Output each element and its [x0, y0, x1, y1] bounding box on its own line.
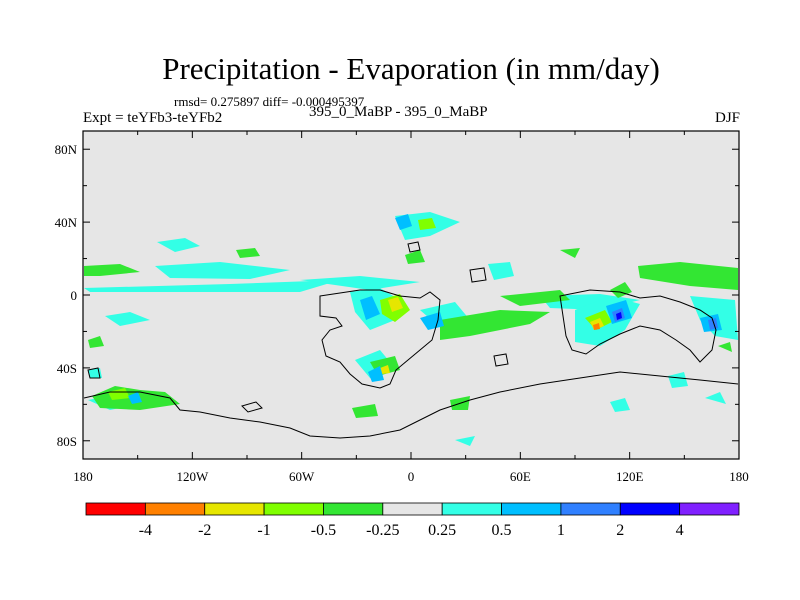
contour-negative-band: [236, 248, 260, 258]
contour-negative-band: [638, 262, 738, 290]
contour-negative-band: [593, 323, 600, 330]
contour-negative-band: [440, 310, 550, 340]
colorbar-label: 0.5: [492, 522, 512, 539]
y-tick-label: 80S: [57, 434, 77, 449]
x-tick-label: 120E: [616, 469, 644, 484]
contour-negative-band: [108, 388, 130, 400]
colorbar-label: -1: [257, 522, 270, 539]
x-tick-label: 180: [729, 469, 749, 484]
contour-positive-band: [455, 436, 475, 446]
stats-line: rmsd= 0.275897 diff= -0.000495397: [174, 94, 365, 109]
contour-positive-band: [105, 312, 150, 326]
colorbar-label: -4: [139, 522, 152, 539]
colorbar-swatch: [382, 502, 443, 516]
coastline-island: [87, 367, 101, 379]
contour-positive-band: [705, 392, 726, 404]
colorbar-swatch: [679, 502, 740, 516]
coastline-island: [493, 353, 509, 367]
contour-positive-band: [395, 214, 412, 230]
colorbar-label: 1: [557, 522, 565, 539]
contour-negative-band: [718, 342, 732, 352]
contour-negative-band: [88, 336, 104, 348]
colorbar-swatch: [441, 502, 502, 516]
colorbar-swatch: [323, 502, 384, 516]
contour-negative-band: [352, 404, 378, 418]
colorbar-label: 4: [676, 522, 684, 539]
contour-positive-band: [157, 238, 200, 252]
coastline-antarctica: [83, 371, 739, 439]
y-axis: 80S 40S 0 40N 80N: [55, 142, 739, 449]
x-tick-label: 0: [408, 469, 415, 484]
colorbar-swatch: [501, 502, 562, 516]
contour-positive-band: [668, 372, 688, 388]
y-tick-label: 0: [71, 288, 78, 303]
x-tick-label: 60E: [510, 469, 531, 484]
coastlines: [83, 241, 739, 439]
colorbar-label: -2: [198, 522, 211, 539]
colorbar: -4 -2 -1 -0.5 -0.25 0.25 0.5 1 2 4: [85, 502, 740, 539]
colorbar-swatch: [560, 502, 621, 516]
contour-negative-band: [560, 248, 580, 258]
contour-positive-band: [84, 280, 340, 292]
y-tick-label: 40N: [55, 215, 78, 230]
coastline-asia: [559, 289, 717, 363]
colorbar-swatch: [144, 502, 206, 516]
contour-fields: [84, 212, 738, 446]
coastline-island: [407, 241, 421, 253]
colorbar-label: 0.25: [428, 522, 456, 539]
colorbar-label: 2: [616, 522, 624, 539]
contour-positive-band: [360, 296, 380, 320]
contour-negative-band: [388, 297, 403, 312]
contour-positive-band: [155, 262, 290, 279]
contour-negative-band: [380, 365, 390, 374]
contour-negative-band: [84, 264, 140, 276]
experiment-label: Expt = teYFb3-teYFb2: [83, 110, 223, 126]
coastline-island: [241, 401, 263, 413]
x-tick-label: 180: [73, 469, 93, 484]
contour-positive-band: [300, 276, 420, 290]
colorbar-label: -0.5: [311, 522, 336, 539]
contour-positive-band: [610, 398, 630, 412]
contour-positive-band: [488, 262, 514, 280]
colorbar-swatch: [263, 502, 324, 516]
coastline-africa: [319, 289, 441, 389]
chart-title: Precipitation - Evaporation (in mm/day): [162, 51, 660, 86]
x-tick-label: 120W: [176, 469, 209, 484]
season-label: DJF: [714, 110, 740, 126]
coastline-island: [469, 267, 487, 283]
contour-positive-band: [128, 392, 142, 404]
contour-negative-band: [500, 290, 570, 306]
contour-negative-band: [405, 250, 425, 264]
period-label: 395_0_MaBP - 395_0_MaBP: [309, 104, 488, 120]
contour-positive-band: [368, 366, 384, 382]
colorbar-label: -0.25: [366, 522, 399, 539]
y-tick-label: 40S: [57, 361, 77, 376]
x-axis: 180 120W 60W 0 60E 120E 180: [73, 131, 749, 484]
contour-positive-band: [616, 312, 622, 320]
colorbar-swatch: [85, 502, 146, 516]
colorbar-swatch: [619, 502, 681, 516]
x-tick-label: 60W: [289, 469, 315, 484]
contour-negative-band: [418, 218, 436, 230]
y-tick-label: 80N: [55, 142, 78, 157]
colorbar-swatch: [204, 502, 265, 516]
